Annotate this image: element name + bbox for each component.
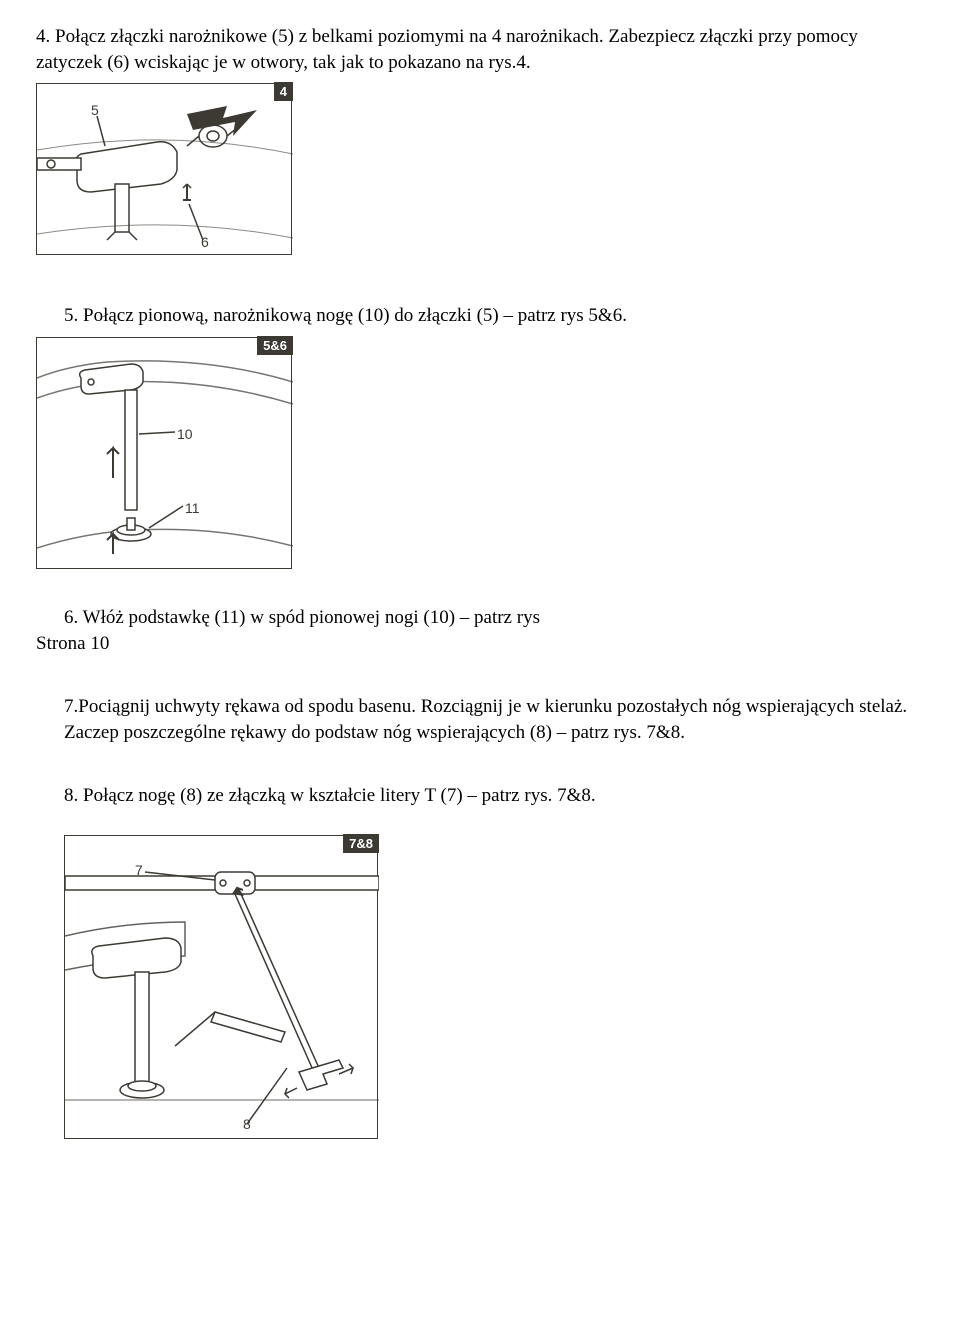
step6-text: 6. Włóż podstawkę (11) w spód pionowej n…: [36, 605, 924, 631]
diagram-56: 5&6 10 11: [36, 337, 292, 569]
diagram-78: 7&8 7 8: [64, 835, 378, 1139]
step8-text: 8. Połącz nogę (8) ze złączką w kształci…: [36, 783, 924, 809]
diagram-4-svg: [37, 84, 293, 256]
step5-text: 5. Połącz pionową, narożnikową nogę (10)…: [36, 303, 924, 329]
diagram-78-label-7: 7: [135, 862, 143, 878]
diagram-56-tag: 5&6: [257, 336, 293, 355]
diagram-4-label-6: 6: [201, 234, 209, 250]
diagram-78-svg: [65, 836, 379, 1140]
diagram-56-svg: [37, 338, 293, 570]
page-marker: Strona 10: [36, 631, 924, 657]
diagram-56-label-10: 10: [177, 426, 193, 442]
diagram-78-tag: 7&8: [343, 834, 379, 853]
diagram-78-label-8: 8: [243, 1116, 251, 1132]
step4-text: 4. Połącz złączki narożnikowe (5) z belk…: [36, 24, 924, 75]
diagram-4-tag: 4: [274, 82, 293, 101]
diagram-4: 4 5 6: [36, 83, 292, 255]
step7-text: 7.Pociągnij uchwyty rękawa od spodu base…: [36, 694, 924, 745]
diagram-56-label-11: 11: [185, 500, 200, 516]
diagram-4-label-5: 5: [91, 102, 99, 118]
